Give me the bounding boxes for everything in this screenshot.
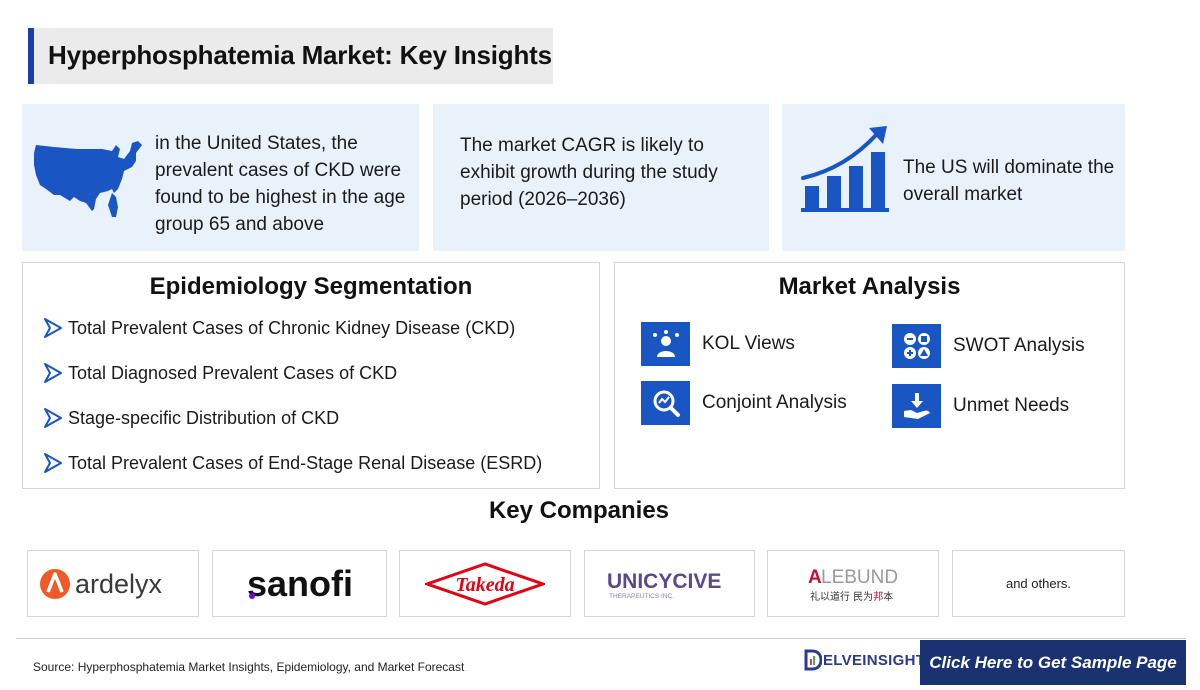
ma-item-unmet: Unmet Needs <box>892 384 1069 428</box>
chevron-right-icon <box>42 407 64 429</box>
svg-text:A: A <box>808 567 822 588</box>
delveinsight-d-icon <box>804 649 822 671</box>
insight-text-cagr: The market CAGR is likely to exhibit gro… <box>460 132 760 213</box>
ma-item-kol: KOL Views <box>641 322 795 366</box>
epi-item-esrd: Total Prevalent Cases of End-Stage Renal… <box>42 451 542 475</box>
delveinsight-wordmark: ELVEINSIGHT <box>823 652 925 669</box>
svg-text:LEBUND: LEBUND <box>821 567 898 588</box>
epi-item-label: Total Diagnosed Prevalent Cases of CKD <box>68 363 397 384</box>
page-title: Hyperphosphatemia Market: Key Insights <box>48 40 552 71</box>
takeda-logo: Takeda <box>425 562 545 606</box>
company-logo-takeda: Takeda <box>399 550 571 617</box>
us-map-icon <box>32 137 144 223</box>
get-sample-page-button[interactable]: Click Here to Get Sample Page <box>920 640 1186 685</box>
svg-text:THERAPEUTICS INC.: THERAPEUTICS INC. <box>609 593 674 600</box>
svg-text:UNICYCIVE: UNICYCIVE <box>607 570 721 593</box>
svg-text:ardelyx: ardelyx <box>75 569 163 599</box>
page-title-box: Hyperphosphatemia Market: Key Insights <box>28 28 553 84</box>
source-text: Source: Hyperphosphatemia Market Insight… <box>33 660 464 674</box>
key-companies-title: Key Companies <box>0 497 1158 525</box>
company-logo-others: and others. <box>952 550 1125 617</box>
epi-item-stage: Stage-specific Distribution of CKD <box>42 406 339 430</box>
ardelyx-logo: ardelyx <box>38 564 188 604</box>
ma-item-label: KOL Views <box>702 333 795 355</box>
unicycive-logo: UNICYCIVE THERAPEUTICS INC. <box>605 564 735 604</box>
alebund-logo: A LEBUND 礼以道行 民为邦本 <box>788 562 918 606</box>
ma-item-swot: SWOT Analysis <box>892 324 1085 368</box>
insight-card-us-dominate: The US will dominate the overall market <box>782 104 1125 251</box>
svg-text:礼以道行 民为邦本: 礼以道行 民为邦本 <box>810 590 893 603</box>
ma-item-conjoint: Conjoint Analysis <box>641 381 847 425</box>
insight-text-us-age: in the United States, the prevalent case… <box>155 130 417 238</box>
svg-text:Takeda: Takeda <box>455 574 514 596</box>
others-label: and others. <box>1006 576 1071 591</box>
epi-item-ckd: Total Prevalent Cases of Chronic Kidney … <box>42 316 515 340</box>
growth-chart-icon <box>799 124 895 214</box>
insight-text-us-dominate: The US will dominate the overall market <box>903 154 1118 208</box>
ma-item-label: Conjoint Analysis <box>702 392 847 414</box>
company-logo-sanofi: sanofi <box>212 550 387 617</box>
epi-item-label: Total Prevalent Cases of End-Stage Renal… <box>68 453 542 474</box>
chevron-right-icon <box>42 362 64 384</box>
hand-download-icon <box>892 384 941 428</box>
ma-item-label: SWOT Analysis <box>953 335 1085 357</box>
chevron-right-icon <box>42 317 64 339</box>
epi-item-label: Total Prevalent Cases of Chronic Kidney … <box>68 318 515 339</box>
swot-icon <box>892 324 941 368</box>
company-logo-unicycive: UNICYCIVE THERAPEUTICS INC. <box>584 550 755 617</box>
epi-item-label: Stage-specific Distribution of CKD <box>68 408 339 429</box>
ma-item-label: Unmet Needs <box>953 395 1069 417</box>
epidemiology-title: Epidemiology Segmentation <box>23 273 599 301</box>
insight-card-cagr: The market CAGR is likely to exhibit gro… <box>433 104 769 251</box>
svg-text:sanofi: sanofi <box>247 563 353 604</box>
sanofi-logo: sanofi <box>225 562 375 606</box>
insight-card-us-age: in the United States, the prevalent case… <box>22 104 419 251</box>
expert-icon <box>641 322 690 366</box>
company-logo-ardelyx: ardelyx <box>27 550 199 617</box>
company-logo-alebund: A LEBUND 礼以道行 民为邦本 <box>767 550 939 617</box>
chevron-right-icon <box>42 452 64 474</box>
footer-divider <box>16 638 1186 639</box>
delveinsight-logo: ELVEINSIGHT <box>804 649 925 671</box>
epidemiology-segmentation-panel: Epidemiology Segmentation Total Prevalen… <box>22 262 600 489</box>
market-analysis-title: Market Analysis <box>615 273 1124 301</box>
epi-item-diagnosed: Total Diagnosed Prevalent Cases of CKD <box>42 361 397 385</box>
analysis-magnifier-icon <box>641 381 690 425</box>
market-analysis-panel: Market Analysis KOL Views SWOT Analysis <box>614 262 1125 489</box>
